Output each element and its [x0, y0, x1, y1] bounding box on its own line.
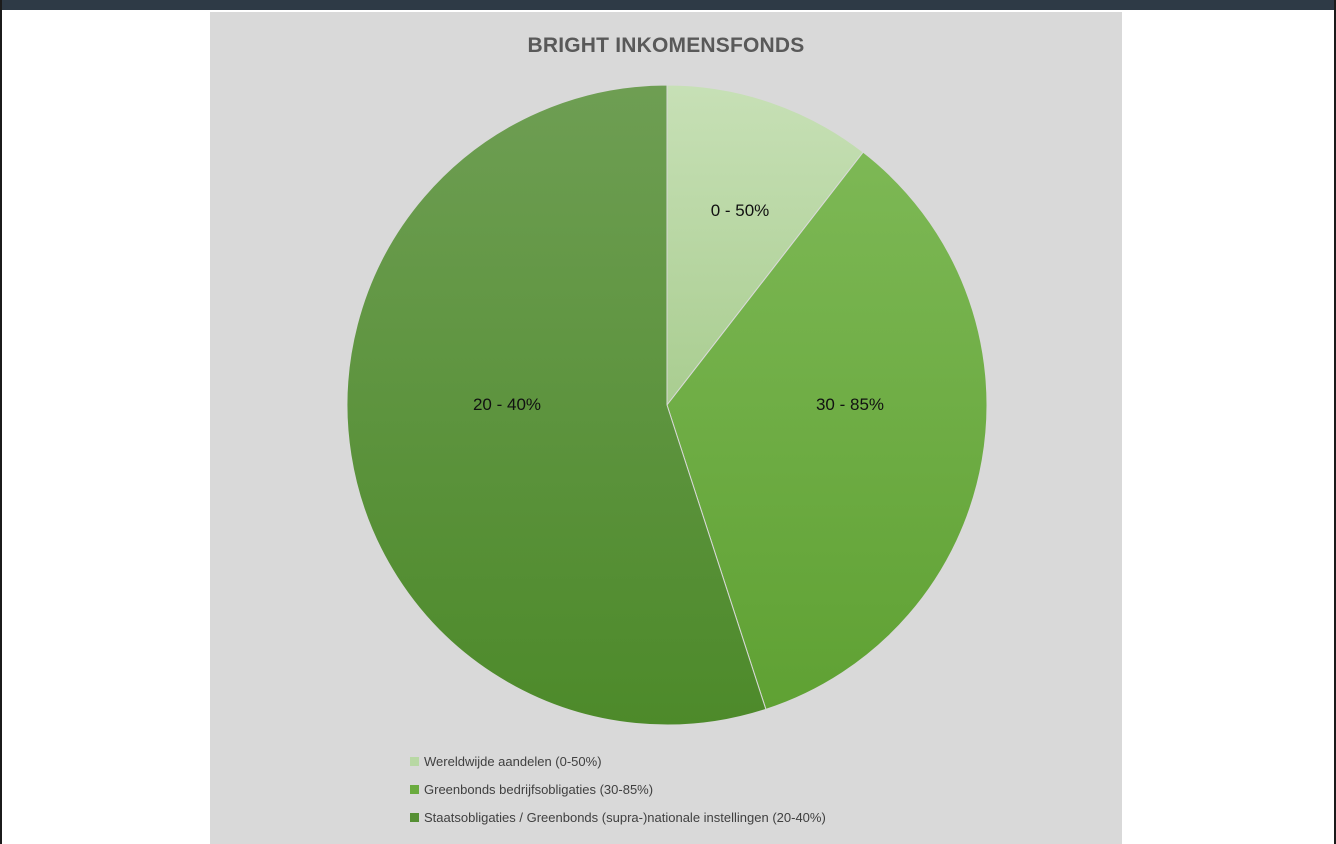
- legend-swatch-3: [410, 812, 419, 822]
- top-bar: [0, 0, 1336, 10]
- legend-label-3: Staatsobligaties / Greenbonds (supra-)na…: [424, 809, 826, 825]
- chart-panel: BRIGHT INKOMENSFONDS 0 - 50% 30 - 85% 20 -…: [210, 12, 1122, 844]
- legend-label-1: Wereldwijde aandelen (0-50%): [424, 753, 602, 769]
- pie-slice-2: [666, 151, 988, 710]
- pie-chart: 0 - 50% 30 - 85% 20 - 40%: [346, 84, 988, 726]
- legend-item-2: Greenbonds bedrijfsobligaties (30-85%): [410, 775, 826, 803]
- slice-label-3: 20 - 40%: [473, 395, 541, 414]
- chart-legend: Wereldwijde aandelen (0-50%) Greenbonds b…: [410, 747, 826, 831]
- legend-label-2: Greenbonds bedrijfsobligaties (30-85%): [424, 781, 654, 797]
- left-border: [0, 0, 2, 844]
- legend-item-3: Staatsobligaties / Greenbonds (supra-)na…: [410, 803, 826, 831]
- pie-slice-3: [346, 84, 767, 726]
- right-border: [1334, 0, 1336, 844]
- legend-swatch-2: [410, 784, 419, 794]
- slice-label-2: 30 - 85%: [816, 395, 884, 414]
- slice-label-1: 0 - 50%: [711, 201, 770, 220]
- pie-slice-1: [666, 84, 864, 407]
- chart-title: BRIGHT INKOMENSFONDS: [527, 34, 805, 57]
- legend-item-1: Wereldwijde aandelen (0-50%): [410, 747, 826, 775]
- legend-swatch-1: [410, 756, 419, 766]
